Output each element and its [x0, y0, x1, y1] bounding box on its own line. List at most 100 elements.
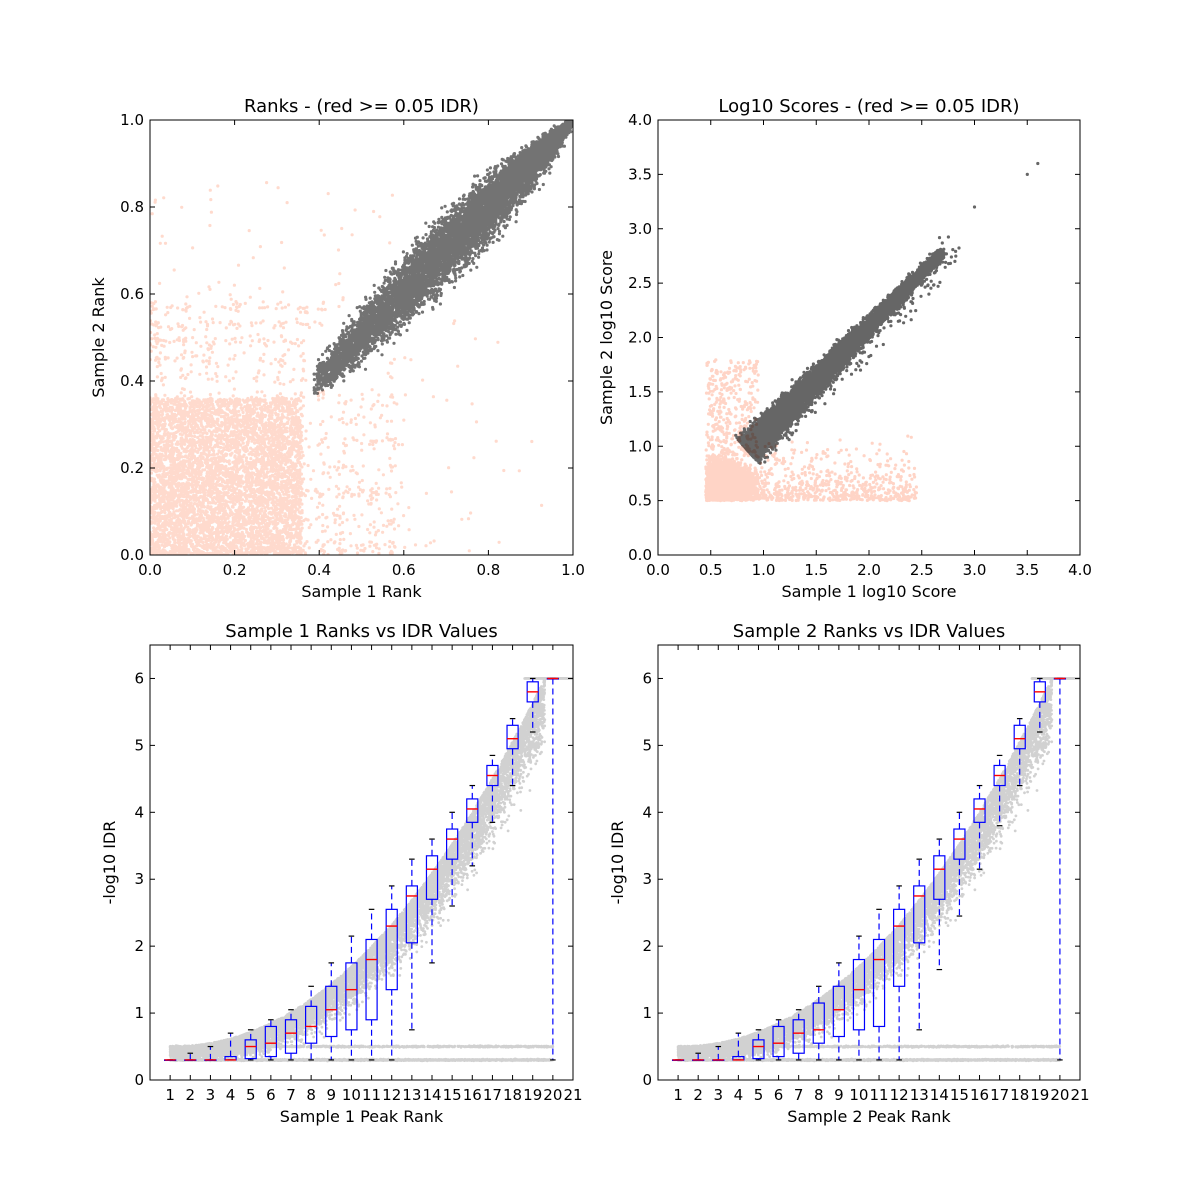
x-tick-label: 14 — [422, 1086, 441, 1104]
box-16 — [973, 784, 986, 870]
y-tick-label: 0.4 — [120, 372, 144, 390]
x-axis-label: Sample 1 log10 Score — [782, 582, 957, 601]
panel-1: 0.0 0.2 0.4 0.6 0.8 1.0 0.0 0.2 0.4 0.6 0.8 1.0 Rank… — [89, 96, 585, 601]
box-body — [872, 938, 886, 1028]
axes-frame — [657, 644, 1081, 1081]
box-body — [933, 855, 946, 900]
panel-4: 1 2 3 4 5 6 7 8 9 10 11 12 13 14 15 16 17 18 19 20 210123456… — [608, 621, 1090, 1126]
x-tick-label: 6 — [774, 1086, 784, 1104]
box-body — [893, 908, 906, 987]
x-tick-label: 8 — [814, 1086, 824, 1104]
plot-area — [150, 120, 573, 555]
box-body — [425, 855, 439, 900]
box-11 — [872, 908, 886, 1061]
y-axis-label: -log10 IDR — [608, 821, 627, 905]
chart-title: Log10 Scores - (red >= 0.05 IDR) — [718, 96, 1019, 117]
y-tick-label: 1 — [642, 1004, 652, 1022]
x-tick-label: 4 — [226, 1086, 236, 1104]
x-tick-label: 1 — [673, 1086, 683, 1104]
x-tick-label: 2.0 — [857, 561, 881, 579]
scatter-points — [150, 181, 544, 555]
box-12 — [385, 885, 398, 1061]
y-tick-label: 0.0 — [120, 546, 144, 564]
scatter-points — [312, 120, 573, 395]
y-tick-label: 5 — [134, 736, 144, 754]
box-body — [812, 1002, 825, 1044]
x-tick-label: 3 — [714, 1086, 724, 1104]
box-16 — [466, 784, 479, 867]
x-tick-label: 4 — [734, 1086, 744, 1104]
x-tick-label: 16 — [970, 1086, 989, 1104]
y-tick-label: 6 — [642, 669, 652, 687]
y-tick-label: 0.6 — [120, 285, 144, 303]
x-tick-label: 12 — [382, 1086, 401, 1104]
x-tick-label: 13 — [910, 1086, 929, 1104]
x-tick-label: 0.0 — [138, 561, 162, 579]
x-tick-label: 0.5 — [699, 561, 723, 579]
y-tick-label: 0 — [642, 1071, 652, 1089]
box-17 — [486, 754, 499, 823]
y-axis-label: -log10 IDR — [100, 821, 119, 905]
axes-frame — [149, 644, 574, 1081]
x-tick-label: 18 — [503, 1086, 522, 1104]
box-body — [506, 724, 519, 750]
x-tick-label: 5 — [246, 1086, 256, 1104]
x-tick-label: 10 — [849, 1086, 868, 1104]
x-tick-label: 16 — [463, 1086, 482, 1104]
y-tick-label: 2.0 — [628, 329, 652, 347]
box-4 — [732, 1032, 745, 1061]
box-body — [832, 985, 845, 1038]
box-5 — [244, 1029, 257, 1061]
x-tick-label: 2 — [693, 1086, 703, 1104]
plot-area — [704, 161, 1040, 503]
box-body — [365, 938, 378, 1021]
box-body — [792, 1019, 805, 1054]
box-body — [284, 1019, 298, 1054]
box-body — [772, 1025, 785, 1058]
box-17 — [993, 754, 1006, 827]
box-14 — [425, 838, 439, 964]
x-tick-label: 2.5 — [910, 561, 934, 579]
box-1 — [671, 1059, 685, 1062]
box-2 — [692, 1052, 705, 1062]
y-tick-label: 1.0 — [628, 437, 652, 455]
x-tick-label: 20 — [1050, 1086, 1069, 1104]
x-tick-label: 3.5 — [1015, 561, 1039, 579]
box-4 — [224, 1032, 237, 1061]
box-body — [913, 885, 926, 944]
scatter-points — [676, 677, 1080, 1063]
box-body — [973, 798, 986, 823]
x-tick-label: 20 — [543, 1086, 562, 1104]
x-tick-label: 19 — [1030, 1086, 1049, 1104]
y-tick-label: 3.5 — [628, 165, 652, 183]
box-18 — [506, 718, 519, 787]
box-15 — [446, 811, 459, 907]
x-tick-label: 1.0 — [561, 561, 585, 579]
x-tick-label: 9 — [327, 1086, 337, 1104]
x-tick-label: 3.0 — [963, 561, 987, 579]
box-7 — [792, 1009, 805, 1061]
box-7 — [284, 1009, 298, 1061]
box-8 — [812, 985, 825, 1061]
x-tick-label: 11 — [362, 1086, 381, 1104]
box-body — [953, 828, 966, 860]
x-axis-label: Sample 1 Peak Rank — [280, 1107, 444, 1126]
x-tick-label: 17 — [990, 1086, 1009, 1104]
box-body — [446, 828, 459, 860]
x-tick-label: 3 — [206, 1086, 216, 1104]
box-body — [264, 1025, 277, 1058]
box-3 — [204, 1045, 217, 1062]
chart-title: Sample 1 Ranks vs IDR Values — [225, 621, 497, 642]
x-tick-label: 0.0 — [646, 561, 670, 579]
box-body — [1013, 724, 1026, 750]
box-body — [752, 1039, 765, 1060]
box-13 — [913, 858, 926, 1031]
y-tick-label: 0.8 — [120, 198, 144, 216]
box-body — [852, 958, 866, 1031]
box-9 — [325, 962, 338, 1061]
y-tick-label: 3 — [134, 870, 144, 888]
box-body — [405, 885, 418, 944]
box-8 — [305, 985, 318, 1061]
scatter-points — [704, 358, 919, 503]
